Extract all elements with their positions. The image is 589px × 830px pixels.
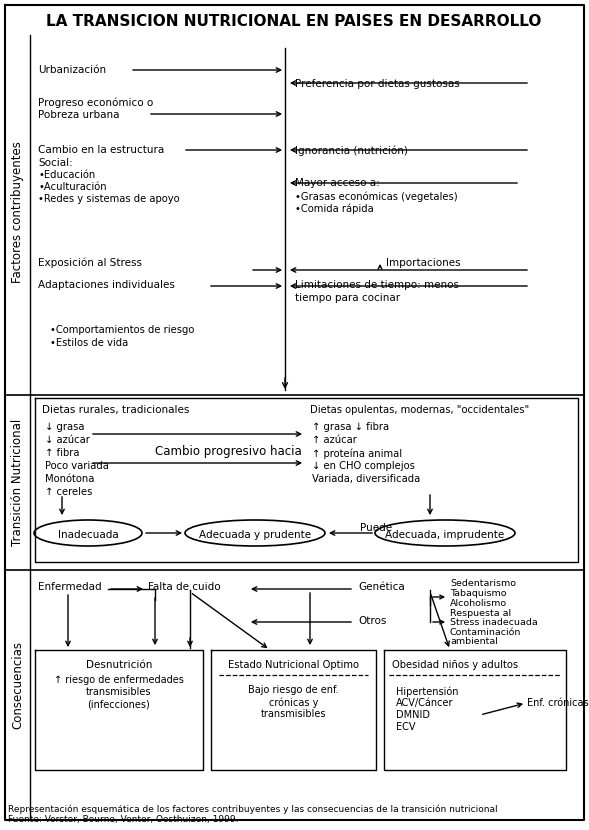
Text: Obesidad niños y adultos: Obesidad niños y adultos: [392, 660, 518, 670]
Text: ↑ cereles: ↑ cereles: [45, 487, 92, 497]
Text: Adaptaciones individuales: Adaptaciones individuales: [38, 280, 175, 290]
Text: Contaminación: Contaminación: [450, 628, 521, 637]
Text: Representación esquemática de los factores contribuyentes y las consecuencias de: Representación esquemática de los factor…: [8, 804, 498, 813]
Text: Respuesta al: Respuesta al: [450, 609, 511, 618]
Text: •Estilos de vida: •Estilos de vida: [50, 338, 128, 348]
Text: ↓ grasa: ↓ grasa: [45, 422, 84, 432]
Text: ↑ grasa ↓ fibra: ↑ grasa ↓ fibra: [312, 422, 389, 432]
Text: LA TRANSICION NUTRICIONAL EN PAISES EN DESARROLLO: LA TRANSICION NUTRICIONAL EN PAISES EN D…: [47, 14, 542, 29]
Text: Tabaquismo: Tabaquismo: [450, 589, 507, 598]
Text: •Comida rápida: •Comida rápida: [295, 203, 374, 213]
Text: Stress inadecuada: Stress inadecuada: [450, 618, 538, 627]
Text: ↑ proteína animal: ↑ proteína animal: [312, 448, 402, 458]
Text: Enfermedad: Enfermedad: [38, 582, 102, 592]
Text: Desnutrición: Desnutrición: [86, 660, 152, 670]
Text: Urbanización: Urbanización: [38, 65, 106, 75]
Text: ACV/Cáncer: ACV/Cáncer: [396, 698, 454, 708]
Text: Enf. crónicas: Enf. crónicas: [527, 698, 588, 708]
Text: Monótona: Monótona: [45, 474, 94, 484]
Text: DMNID: DMNID: [396, 710, 430, 720]
Text: Genética: Genética: [358, 582, 405, 592]
Text: Ignorancia (nutrición): Ignorancia (nutrición): [295, 145, 408, 155]
Text: Alcoholismo: Alcoholismo: [450, 599, 507, 608]
Text: Poco variada: Poco variada: [45, 461, 109, 471]
Text: Cambio progresivo hacia: Cambio progresivo hacia: [155, 445, 302, 458]
Text: Fuente: Vorster, Bourne, Venter, Oosthuizen, 1999.: Fuente: Vorster, Bourne, Venter, Oosthui…: [8, 815, 239, 824]
Text: •Comportamientos de riesgo: •Comportamientos de riesgo: [50, 325, 194, 335]
Text: Consecuencias: Consecuencias: [12, 641, 25, 729]
Text: •Redes y sistemas de apoyo: •Redes y sistemas de apoyo: [38, 194, 180, 204]
Text: Adecuada y prudente: Adecuada y prudente: [199, 530, 311, 540]
Text: Transición Nutricional: Transición Nutricional: [12, 418, 25, 545]
Text: (infecciones): (infecciones): [88, 699, 150, 709]
Text: Mayor acceso a:: Mayor acceso a:: [295, 178, 380, 188]
Text: ↓ azúcar: ↓ azúcar: [45, 435, 90, 445]
Text: tiempo para cocinar: tiempo para cocinar: [295, 293, 400, 303]
Text: Importaciones: Importaciones: [386, 258, 461, 268]
Text: Sedentarismo: Sedentarismo: [450, 579, 516, 588]
Text: Preferencia por dietas gustosas: Preferencia por dietas gustosas: [295, 79, 460, 89]
Text: Bajo riesgo de enf.: Bajo riesgo de enf.: [248, 685, 339, 695]
Text: Variada, diversificada: Variada, diversificada: [312, 474, 420, 484]
Text: Progreso económico o: Progreso económico o: [38, 97, 153, 108]
Text: Inadecuada: Inadecuada: [58, 530, 118, 540]
Text: Pobreza urbana: Pobreza urbana: [38, 110, 120, 120]
Text: Cambio en la estructura: Cambio en la estructura: [38, 145, 164, 155]
Text: transmisibles: transmisibles: [86, 687, 152, 697]
Text: Limitaciones de tiempo: menos: Limitaciones de tiempo: menos: [295, 280, 459, 290]
Text: Social:: Social:: [38, 158, 73, 168]
Text: ↑ riesgo de enfermedades: ↑ riesgo de enfermedades: [54, 675, 184, 685]
Text: Dietas opulentas, modernas, "occidentales": Dietas opulentas, modernas, "occidentale…: [310, 405, 530, 415]
Text: transmisibles: transmisibles: [261, 709, 326, 719]
Text: Estado Nutricional Optimo: Estado Nutricional Optimo: [228, 660, 359, 670]
Text: ambiental: ambiental: [450, 637, 498, 646]
Text: Adecuada, imprudente: Adecuada, imprudente: [385, 530, 505, 540]
Text: •Grasas económicas (vegetales): •Grasas económicas (vegetales): [295, 191, 458, 202]
Text: Dietas rurales, tradicionales: Dietas rurales, tradicionales: [42, 405, 190, 415]
Text: crónicas y: crónicas y: [269, 697, 318, 707]
Text: ECV: ECV: [396, 722, 415, 732]
Text: Puede: Puede: [360, 523, 392, 533]
Text: Factores contribuyentes: Factores contribuyentes: [12, 141, 25, 283]
Text: Hipertensión: Hipertensión: [396, 686, 458, 696]
Text: •Aculturación: •Aculturación: [38, 182, 107, 192]
Text: ↓ en CHO complejos: ↓ en CHO complejos: [312, 461, 415, 471]
Text: ↑ azúcar: ↑ azúcar: [312, 435, 357, 445]
Text: Otros: Otros: [358, 616, 386, 626]
Text: Falta de cuido: Falta de cuido: [148, 582, 221, 592]
Text: Exposición al Stress: Exposición al Stress: [38, 258, 142, 268]
Text: ↑ fibra: ↑ fibra: [45, 448, 80, 458]
Text: •Educación: •Educación: [38, 170, 95, 180]
